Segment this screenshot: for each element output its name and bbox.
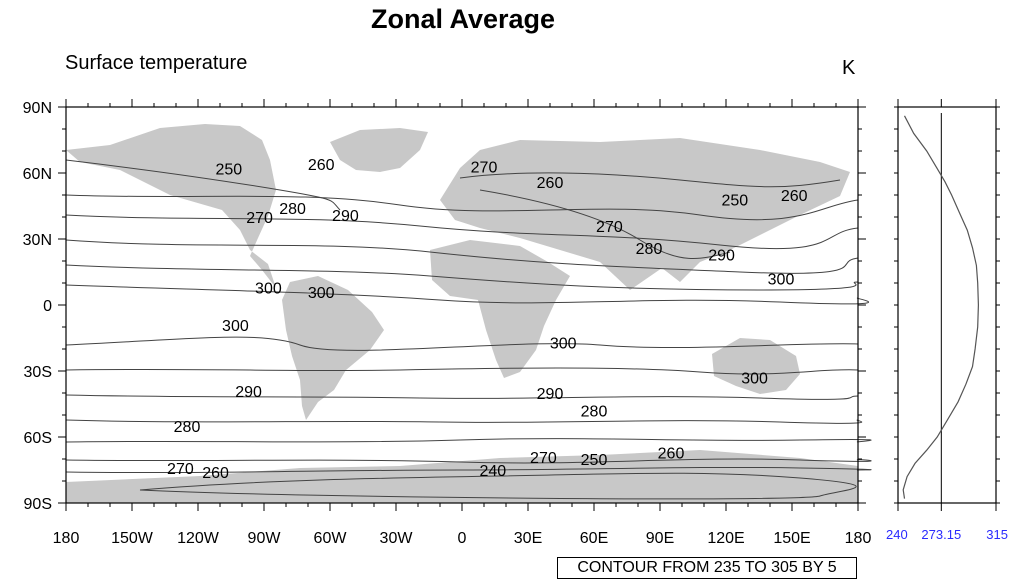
zonal-mean-curve (902, 115, 980, 499)
contour-line (65, 458, 872, 464)
lon-label: 60W (314, 530, 348, 547)
contour-label: 260 (658, 445, 685, 462)
land-mask (66, 124, 858, 503)
contour-label: 290 (235, 384, 262, 401)
contour-label: 260 (781, 188, 808, 205)
land-africa (430, 240, 570, 378)
contour-label: 290 (708, 247, 735, 264)
zonal-x-label: 273.15 (921, 527, 961, 542)
lon-label: 120E (707, 530, 744, 547)
contour-label: 280 (636, 241, 663, 258)
zonal-axis-labels: 240 273.15 315 (886, 527, 1008, 542)
contour-labels: 250 260 270 280 290 270 260 270 280 290 250 260 300 3… (167, 157, 808, 482)
contour-label: 300 (768, 272, 795, 289)
land-australia (712, 338, 800, 394)
contour-label: 270 (246, 210, 273, 227)
contour-line (459, 172, 841, 188)
contour-label: 270 (596, 219, 623, 236)
contour-line (65, 394, 859, 400)
plot-title: Zonal Average (370, 4, 556, 34)
contour-label: 260 (202, 465, 229, 482)
contour-label: 300 (222, 318, 249, 335)
lon-label: 30E (514, 530, 542, 547)
contour-label: 250 (581, 452, 608, 469)
contour-label: 280 (279, 201, 306, 218)
lon-label: 150W (111, 530, 154, 547)
lon-label: 180 (845, 530, 872, 547)
contour-label: 300 (550, 335, 577, 352)
lat-label: 0 (43, 298, 52, 315)
contour-line (65, 466, 872, 474)
left-string: Surface temperature (65, 52, 248, 74)
contour-label: 270 (471, 159, 498, 176)
contour-label: 280 (581, 404, 608, 421)
zonal-x-label: 315 (986, 527, 1008, 542)
contour-line (65, 159, 341, 211)
contour-label: 300 (255, 280, 282, 297)
contour-label: 270 (530, 450, 557, 467)
zonal-panel-frame (897, 106, 997, 504)
contour-line (65, 367, 859, 375)
lon-label: 90E (646, 530, 674, 547)
contour-line (65, 438, 872, 443)
zonal-ticks (894, 99, 1000, 511)
contour-line (65, 336, 859, 351)
contour-label: 260 (308, 157, 335, 174)
lat-label: 90N (23, 100, 52, 117)
lon-label: 150E (773, 530, 810, 547)
lon-axis-labels: 180 150W 120W 90W 60W 30W 0 30E 60E 90E 120E 150E 18… (53, 530, 872, 547)
contour-label: 280 (174, 419, 201, 436)
contour-line (65, 284, 869, 305)
contour-line (479, 189, 731, 259)
lat-label: 90S (24, 496, 52, 513)
lon-label: 120W (177, 530, 220, 547)
lat-axis-labels: 90N 60N 30N 0 30S 60S 90S (23, 100, 52, 513)
land-north-america (66, 124, 276, 288)
lat-label: 60N (23, 166, 52, 183)
contour-label: 250 (215, 162, 242, 179)
contour-lines (65, 159, 872, 500)
land-south-america (282, 276, 384, 420)
contour-line (65, 214, 859, 250)
contour-line (65, 194, 859, 221)
contour-label: 290 (537, 386, 564, 403)
lon-label: 90W (248, 530, 282, 547)
lat-label: 60S (24, 430, 52, 447)
contour-line (65, 239, 859, 274)
contour-info-label: CONTOUR FROM 235 TO 305 BY 5 (557, 557, 857, 579)
lon-label: 60E (580, 530, 608, 547)
lon-label: 30W (380, 530, 414, 547)
lon-label: 180 (53, 530, 80, 547)
lat-label: 30N (23, 232, 52, 249)
contour-label: 240 (479, 463, 506, 480)
lat-label: 30S (24, 364, 52, 381)
land-eurasia (440, 138, 850, 290)
contour-line (65, 419, 863, 424)
contour-label: 300 (741, 371, 768, 388)
land-greenland (330, 128, 428, 172)
contour-line (139, 472, 857, 500)
units-label: K (842, 57, 856, 79)
contour-label: 260 (537, 175, 564, 192)
contour-label: 270 (167, 461, 194, 478)
lon-label: 0 (458, 530, 467, 547)
contour-label: 290 (332, 208, 359, 225)
map-ticks (58, 99, 866, 511)
contour-label: 250 (721, 192, 748, 209)
contour-line (65, 264, 859, 291)
zonal-x-label: 240 (886, 527, 908, 542)
contour-label: 300 (308, 285, 335, 302)
